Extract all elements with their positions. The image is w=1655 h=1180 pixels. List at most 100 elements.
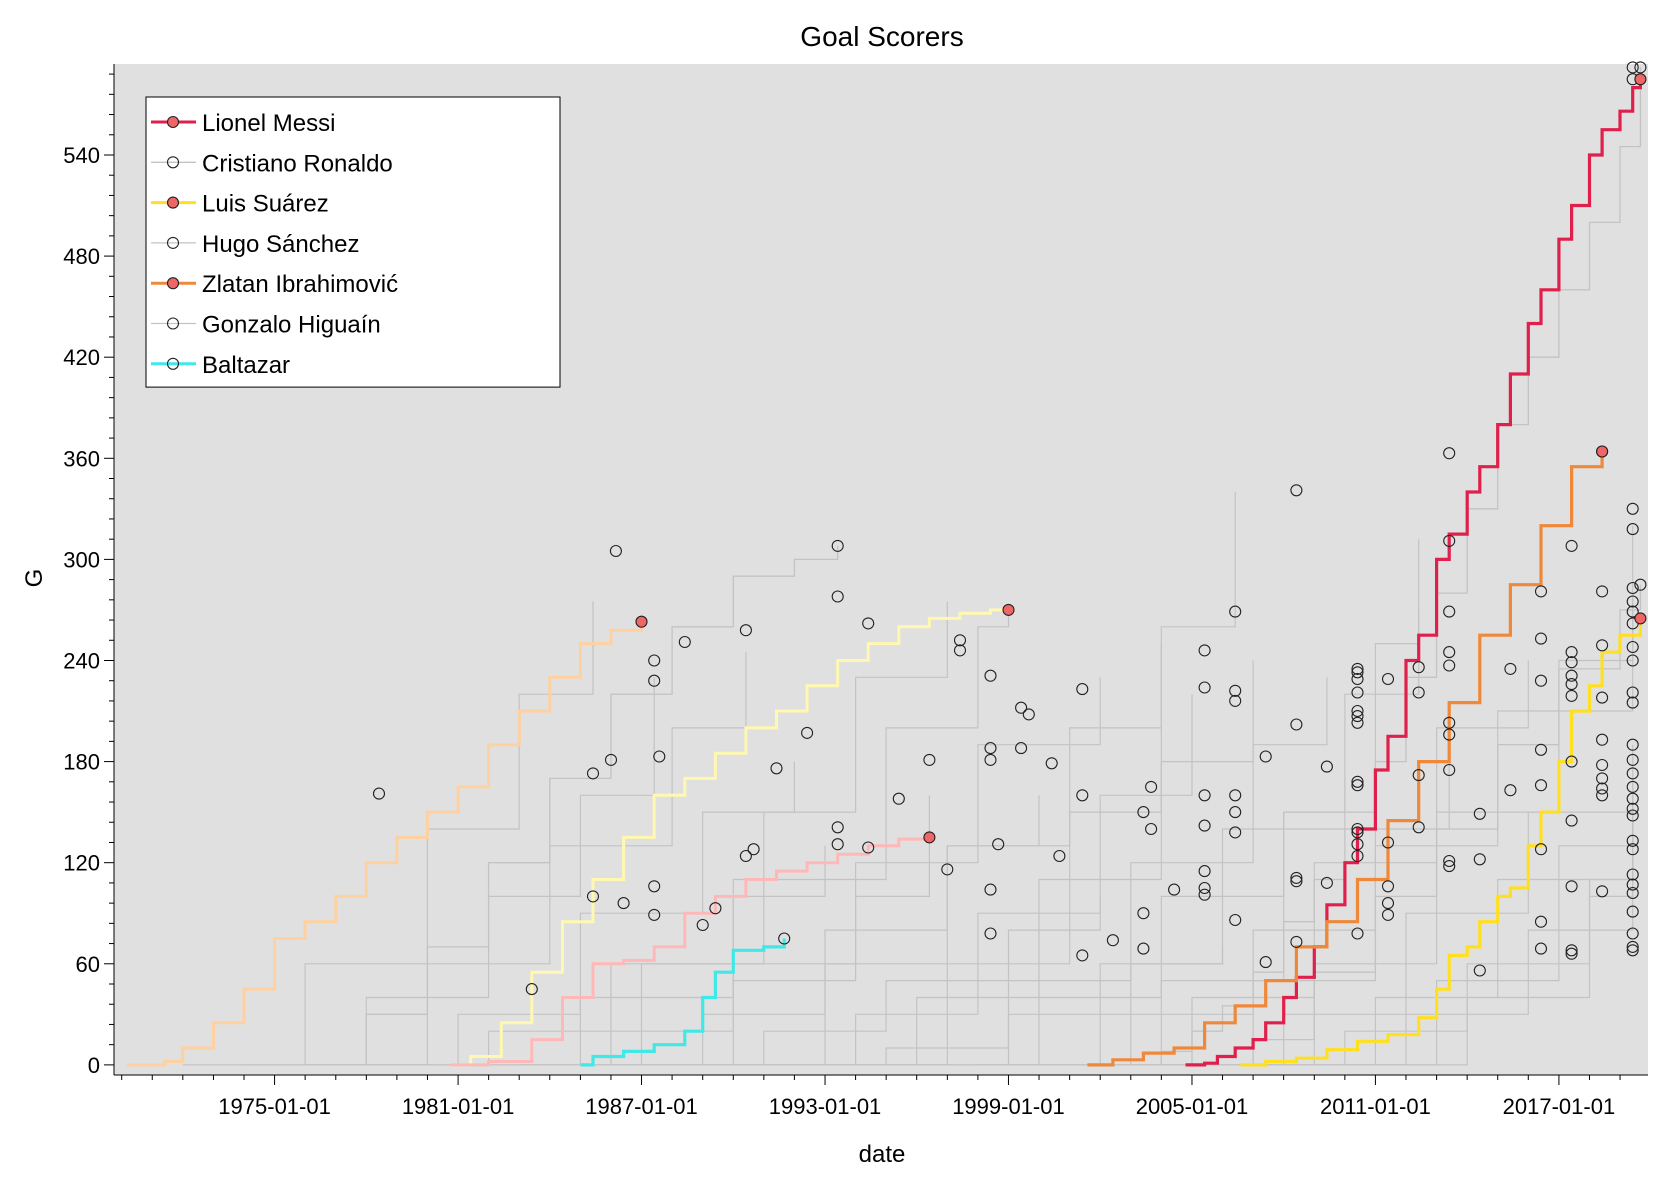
scatter-point-102 (1443, 716, 1456, 729)
legend-swatch-marker (166, 236, 180, 249)
scatter-point-0 (609, 544, 622, 558)
legend-label: Lionel Messi (202, 110, 335, 137)
scatter-point-53 (1198, 789, 1211, 802)
scatter-point-139 (1596, 789, 1609, 802)
scatter-point-157 (1626, 792, 1639, 805)
scatter-point-154 (1626, 753, 1639, 766)
y-tick-label: 180 (63, 750, 100, 775)
scatter-point-50 (1168, 883, 1181, 896)
end-marker-h0 (635, 615, 648, 628)
scatter-point-27 (953, 644, 967, 657)
scatter-point-152 (1626, 696, 1639, 709)
scatter-point-39 (1045, 757, 1058, 770)
scatter-point-109 (1473, 964, 1486, 977)
background-line-2 (611, 677, 1101, 1066)
scatter-points (372, 61, 1639, 996)
legend-item-cristiano-ronaldo: Cristiano Ronaldo (151, 150, 393, 177)
y-tick-label: 0 (88, 1053, 100, 1078)
scatter-point-164 (1626, 886, 1639, 900)
scatter-point-106 (1443, 860, 1456, 873)
scatter-point-118 (1534, 942, 1548, 955)
y-tick-label: 420 (63, 345, 100, 370)
scatter-point-160 (1626, 834, 1639, 847)
scatter-point-123 (1565, 646, 1578, 659)
scatter-point-76 (1351, 672, 1364, 686)
legend-swatch-marker (166, 156, 180, 169)
scatter-point-74 (1351, 716, 1364, 729)
scatter-point-150 (1626, 654, 1639, 667)
end-marker-h1 (1002, 603, 1015, 616)
scatter-point-80 (1351, 704, 1364, 718)
scatter-point-143 (1626, 502, 1639, 515)
scatter-point-1 (831, 590, 844, 603)
legend-swatch-marker (166, 357, 180, 370)
legend-label: Baltazar (202, 352, 290, 379)
y-axis-title: G (21, 569, 48, 588)
scatter-point-52 (1198, 681, 1211, 694)
scatter-point-21 (801, 726, 814, 739)
x-axis: 1975-01-01 1981-01-01 1987-01-01 1993-01-01… (114, 1074, 1648, 1119)
scatter-point-124 (1565, 539, 1578, 552)
end-marker-s2 (1634, 612, 1647, 625)
scatter-point-11 (586, 890, 600, 903)
scatter-point-9 (586, 767, 600, 780)
background-line-14 (1161, 744, 1634, 1066)
scatter-point-10 (372, 787, 386, 800)
end-marker-s1 (1634, 61, 1647, 74)
y-tick-label: 60 (76, 952, 100, 977)
scatter-point-19 (747, 843, 760, 856)
scatter-point-15 (525, 983, 538, 996)
scatter-point-105 (1443, 854, 1456, 868)
scatter-point-34 (984, 883, 997, 896)
scatter-point-40 (1053, 849, 1066, 863)
scatter-point-38 (1015, 742, 1028, 755)
scatter-point-147 (1626, 605, 1639, 618)
scatter-point-2 (862, 617, 875, 630)
scatter-point-49 (1145, 822, 1158, 836)
end-marker-s5 (1634, 578, 1647, 591)
x-tick-label: 1981-01-01 (402, 1094, 515, 1119)
series-line-luis-su-rez (1240, 618, 1642, 1067)
background-line-11 (1039, 539, 1420, 1066)
scatter-point-156 (1626, 780, 1639, 793)
scatter-point-32 (984, 669, 997, 682)
scatter-point-47 (1137, 942, 1150, 955)
scatter-point-60 (1229, 694, 1242, 707)
y-tick-label: 240 (63, 648, 100, 673)
scatter-point-161 (1626, 843, 1639, 856)
legend-swatch-marker (166, 277, 180, 290)
scatter-point-48 (1145, 780, 1158, 793)
scatter-point-168 (1626, 944, 1639, 957)
scatter-point-149 (1626, 640, 1639, 654)
scatter-point-103 (1443, 728, 1456, 741)
scatter-point-12 (617, 897, 630, 910)
scatter-point-18 (739, 849, 752, 863)
scatter-point-6 (648, 674, 661, 687)
scatter-point-140 (1596, 885, 1609, 898)
scatter-point-4 (678, 635, 691, 649)
scatter-point-145 (1626, 581, 1639, 595)
scatter-point-138 (1596, 782, 1609, 795)
scatter-point-63 (1229, 826, 1242, 839)
scatter-point-42 (1076, 789, 1089, 802)
scatter-point-68 (1290, 484, 1303, 497)
scatter-point-61 (1229, 789, 1242, 802)
legend-item-gonzalo-higua-n: Gonzalo Higuaín (151, 312, 381, 339)
scatter-point-84 (1351, 838, 1364, 851)
legend-swatch-marker (166, 115, 180, 129)
scatter-point-130 (1565, 947, 1578, 960)
scatter-point-111 (1504, 784, 1517, 797)
scatter-point-99 (1443, 605, 1456, 618)
scatter-point-44 (1106, 934, 1119, 947)
scatter-point-158 (1626, 802, 1639, 815)
scatter-point-97 (1443, 447, 1456, 460)
x-axis-title: date (859, 1141, 906, 1168)
scatter-point-113 (1534, 632, 1548, 645)
scatter-point-165 (1626, 905, 1639, 918)
scatter-point-117 (1534, 843, 1548, 856)
scatter-point-71 (1290, 935, 1303, 948)
highlight-line-0 (126, 621, 643, 1067)
scatter-point-5 (648, 654, 661, 667)
scatter-point-67 (1290, 718, 1303, 731)
scatter-point-23 (831, 838, 844, 851)
